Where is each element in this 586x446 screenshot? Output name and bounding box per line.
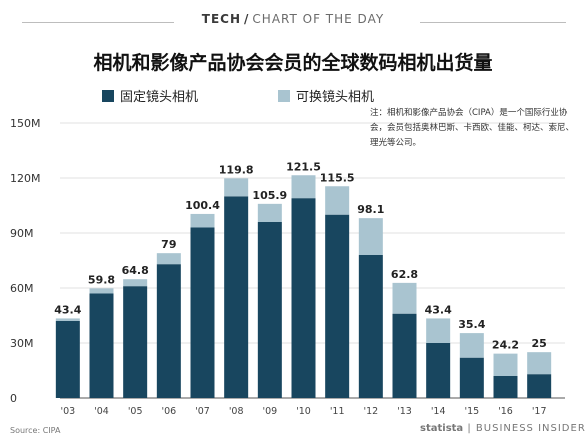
bar-fixed-lens [89,293,114,398]
bar-interchangeable-lens [291,175,316,199]
y-tick-label: 120M [10,172,41,185]
bar-total-label: 115.5 [320,171,355,184]
y-tick-label: 0 [10,392,17,405]
bar-interchangeable-lens [392,282,417,314]
header-label: CHART OF THE DAY [252,12,385,26]
x-tick-label: '06 [161,406,176,417]
x-tick-label: '12 [363,406,378,417]
bar-fixed-lens [325,214,350,398]
bar-fixed-lens [426,343,451,398]
source-credit: Source: CIPA [10,426,61,435]
legend-swatch-fixed [102,90,114,102]
bar-interchangeable-lens [55,318,80,321]
chart-note: 注：相机和影像产品协会（CIPA）是一个国际行业协会，会员包括奥林巴斯、卡西欧、… [370,108,575,148]
y-tick-label: 90M [10,227,34,240]
bar-fixed-lens [392,313,417,398]
bar-fixed-lens [190,227,215,398]
bar-fixed-lens [257,222,282,398]
x-tick-label: '05 [128,406,143,417]
bar-total-label: 64.8 [122,264,149,277]
bar-total-label: 100.4 [185,199,220,212]
bar-interchangeable-lens [459,333,484,358]
x-tick-label: '16 [498,406,513,417]
publisher-name: BUSINESS INSIDER [475,423,586,434]
bar-fixed-lens [55,321,80,398]
chart-title: 相机和影像产品协会会员的全球数码相机出货量 [93,52,493,74]
x-tick-label: '14 [431,406,446,417]
bar-fixed-lens [358,255,383,398]
bar-interchangeable-lens [426,318,451,343]
bar-total-label: 119.8 [219,163,254,176]
bar-total-label: 121.5 [286,160,321,173]
legend-swatch-interchangeable [278,90,290,102]
header-slash-icon: / [244,12,250,26]
x-tick-label: '10 [296,406,311,417]
publisher-credit: statista | BUSINESS INSIDER [420,423,586,434]
x-tick-label: '04 [94,406,109,417]
y-tick-label: 60M [10,282,34,295]
bar-interchangeable-lens [493,353,518,376]
bar-interchangeable-lens [257,203,282,222]
bar-interchangeable-lens [527,352,552,375]
bar-fixed-lens [291,198,316,398]
header-rule-left [22,22,174,23]
bar-interchangeable-lens [325,186,350,215]
legend-item-fixed: 固定镜头相机 [102,86,198,105]
footer-divider: | [467,423,472,434]
bar-fixed-lens [224,196,249,398]
bar-interchangeable-lens [123,279,148,287]
bar-interchangeable-lens [89,288,114,294]
bar-interchangeable-lens [224,178,249,197]
bar-fixed-lens [459,357,484,398]
x-tick-label: '15 [464,406,479,417]
chart-header: TECH / CHART OF THE DAY [0,12,586,26]
legend-label-interchangeable: 可换镜头相机 [296,90,375,105]
y-tick-label: 150M [10,117,41,130]
y-tick-label: 30M [10,337,34,350]
bar-total-label: 59.8 [88,273,115,286]
bar-interchangeable-lens [358,218,383,255]
bar-fixed-lens [527,374,552,398]
bar-total-label: 79 [161,238,176,251]
bar-fixed-lens [123,286,148,398]
x-tick-label: '08 [229,406,244,417]
bar-total-label: 105.9 [252,189,287,202]
x-tick-label: '13 [397,406,412,417]
x-tick-label: '03 [60,406,75,417]
x-tick-label: '11 [330,406,345,417]
header-rule-right [420,22,566,23]
bar-total-label: 43.4 [54,303,81,316]
x-tick-label: '09 [262,406,277,417]
bar-total-label: 35.4 [458,318,485,331]
bar-total-label: 25 [532,337,547,350]
bar-interchangeable-lens [156,253,181,265]
bar-total-label: 43.4 [425,303,452,316]
bar-interchangeable-lens [190,213,215,228]
bar-total-label: 62.8 [391,268,418,281]
bar-total-label: 24.2 [492,339,519,352]
statista-logo: statista [420,423,464,434]
legend-label-fixed: 固定镜头相机 [120,90,199,105]
header-brand: TECH [201,12,242,26]
bar-fixed-lens [156,264,181,398]
x-tick-label: '17 [532,406,547,417]
x-tick-label: '07 [195,406,210,417]
bar-total-label: 98.1 [357,203,384,216]
legend-item-interchangeable: 可换镜头相机 [278,86,374,105]
bar-fixed-lens [493,376,518,398]
